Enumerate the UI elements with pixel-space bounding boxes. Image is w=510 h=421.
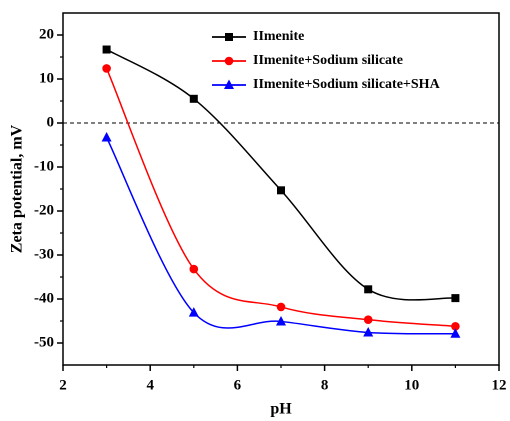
- x-tick-label: 10: [404, 377, 419, 393]
- marker: [276, 302, 286, 312]
- x-axis-label: pH: [270, 401, 292, 418]
- x-tick-label: 6: [234, 377, 242, 393]
- y-tick-label: -40: [34, 290, 54, 306]
- legend-marker: [224, 79, 234, 89]
- y-tick-label: -10: [34, 158, 54, 174]
- y-tick-label: -30: [34, 246, 54, 262]
- marker: [102, 45, 111, 54]
- marker: [101, 132, 112, 142]
- y-axis-label: Zeta potential, mV: [9, 124, 26, 253]
- marker: [189, 264, 199, 274]
- y-tick-label: 20: [39, 26, 54, 42]
- legend-label: IImenite+Sodium silicate+SHA: [253, 77, 441, 92]
- marker: [277, 186, 285, 195]
- y-tick-label: 10: [39, 70, 54, 86]
- x-tick-label: 4: [146, 377, 154, 393]
- x-tick-label: 12: [492, 377, 507, 393]
- y-tick-label: -50: [34, 334, 54, 350]
- x-tick-label: 2: [59, 377, 67, 393]
- legend-label: IImenite: [253, 29, 304, 44]
- legend-marker: [225, 33, 233, 41]
- marker: [364, 285, 373, 294]
- y-tick-label: 0: [47, 114, 55, 130]
- y-tick-label: -20: [34, 202, 54, 218]
- x-tick-label: 8: [321, 377, 329, 393]
- legend-marker: [224, 56, 234, 66]
- marker: [189, 94, 198, 103]
- marker: [276, 315, 286, 326]
- marker: [363, 315, 373, 324]
- plot-frame: [62, 12, 500, 366]
- marker: [188, 307, 199, 317]
- series-line: [105, 68, 456, 328]
- marker: [363, 326, 374, 337]
- series-line: [105, 137, 456, 335]
- legend-label: IImenite+Sodium silicate: [253, 53, 403, 68]
- marker: [451, 294, 460, 303]
- marker: [451, 321, 460, 331]
- marker: [450, 328, 461, 338]
- marker: [102, 64, 111, 73]
